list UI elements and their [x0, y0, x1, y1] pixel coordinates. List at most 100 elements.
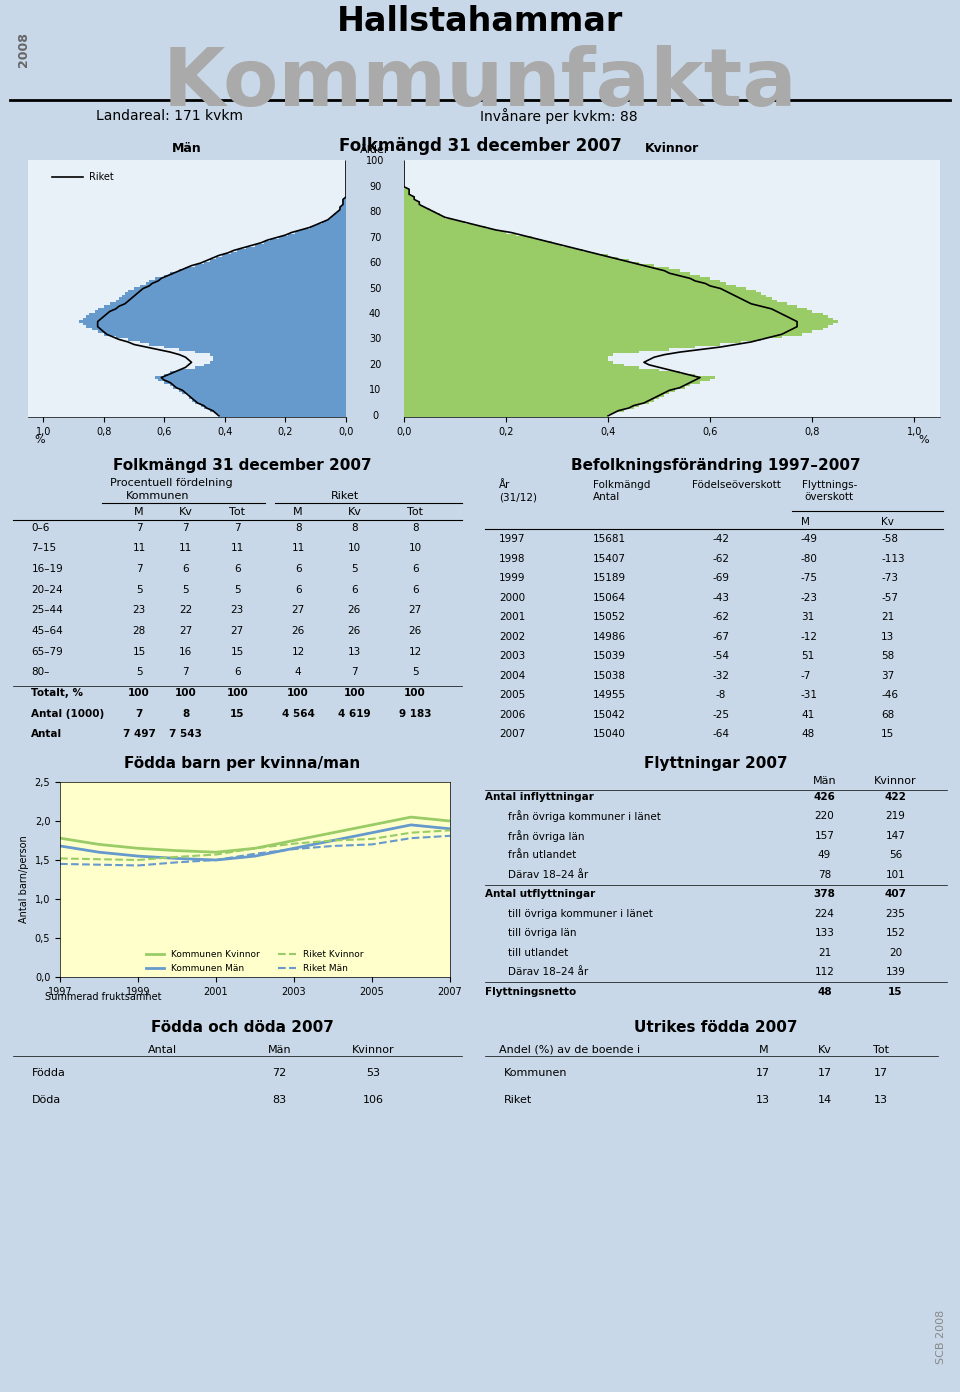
Text: 224: 224 — [815, 909, 834, 919]
Bar — [180, 348, 346, 351]
Bar — [404, 394, 664, 397]
Bar — [404, 200, 420, 203]
Bar — [404, 252, 593, 255]
Text: 16: 16 — [180, 647, 192, 657]
Riket Kvinnor — [171, 849, 182, 866]
Text: Antal: Antal — [32, 729, 62, 739]
Bar — [204, 262, 346, 264]
Kommunen Kvinnor — [327, 824, 339, 841]
Text: -7: -7 — [801, 671, 811, 681]
Bar — [264, 241, 346, 244]
Text: 65–79: 65–79 — [32, 647, 63, 657]
Text: 8: 8 — [295, 523, 301, 533]
Kommunen Kvinnor — [132, 839, 144, 856]
Text: Andel (%) av de boende i: Andel (%) av de boende i — [499, 1045, 640, 1055]
Bar — [404, 372, 680, 373]
Text: Antal: Antal — [149, 1045, 178, 1055]
Text: Kvinnor: Kvinnor — [874, 775, 917, 786]
Riket Män — [210, 852, 222, 869]
Text: 422: 422 — [884, 792, 906, 802]
Riket Kvinnor — [93, 851, 105, 867]
Bar — [316, 224, 346, 226]
Text: 2006: 2006 — [499, 710, 525, 720]
Text: 6: 6 — [182, 564, 189, 574]
Text: 15: 15 — [230, 709, 245, 718]
Bar — [404, 330, 812, 333]
Bar — [404, 193, 409, 196]
Bar — [340, 209, 346, 212]
Bar — [98, 330, 346, 333]
Text: 13: 13 — [348, 647, 361, 657]
Text: -8: -8 — [715, 690, 726, 700]
Text: Flyttnings-
överskott: Flyttnings- överskott — [802, 480, 857, 503]
Text: 7: 7 — [135, 564, 142, 574]
Text: 5: 5 — [182, 585, 189, 594]
Text: -57: -57 — [881, 593, 899, 603]
Text: 28: 28 — [132, 626, 146, 636]
Bar — [404, 406, 634, 409]
Text: 7: 7 — [351, 667, 358, 678]
Text: Tot: Tot — [229, 507, 246, 516]
Riket Män — [250, 845, 261, 862]
Bar — [404, 267, 669, 270]
Riket Män — [93, 856, 105, 873]
Bar — [327, 219, 346, 221]
Text: Totalt, %: Totalt, % — [32, 688, 84, 697]
Text: 11: 11 — [180, 543, 192, 554]
Bar — [404, 221, 466, 224]
Text: 45–64: 45–64 — [32, 626, 63, 636]
Riket Män — [132, 857, 144, 874]
Text: 17: 17 — [756, 1069, 770, 1079]
Bar — [204, 406, 346, 409]
Text: 15: 15 — [888, 987, 902, 997]
Text: Flyttningsnetto: Flyttningsnetto — [485, 987, 576, 997]
Text: 426: 426 — [814, 792, 835, 802]
Text: Riket: Riket — [504, 1094, 532, 1105]
Bar — [404, 209, 429, 212]
Text: 147: 147 — [885, 831, 905, 841]
Text: 20–24: 20–24 — [32, 585, 63, 594]
Text: 49: 49 — [818, 851, 831, 860]
Bar — [404, 213, 440, 216]
Text: Därav 18–24 år: Därav 18–24 år — [509, 967, 591, 977]
Text: 4 619: 4 619 — [338, 709, 371, 718]
Text: Födelseöverskott: Födelseöverskott — [692, 480, 781, 490]
Text: -42: -42 — [712, 535, 730, 544]
Bar — [237, 249, 346, 252]
Riket Män — [54, 856, 65, 873]
Bar — [180, 388, 346, 391]
Text: %: % — [919, 434, 929, 445]
Text: Tot: Tot — [407, 507, 423, 516]
Text: 27: 27 — [230, 626, 244, 636]
Bar — [295, 231, 346, 234]
Bar — [128, 290, 346, 292]
Bar — [271, 239, 346, 241]
Kommunen Kvinnor — [444, 813, 456, 830]
Bar — [180, 369, 346, 372]
Text: Kv: Kv — [818, 1045, 831, 1055]
Text: 15: 15 — [230, 647, 244, 657]
Bar — [404, 341, 741, 344]
Bar — [98, 308, 346, 310]
Text: 2000: 2000 — [499, 593, 525, 603]
Bar — [404, 241, 552, 244]
Kommunen Män — [93, 844, 105, 860]
Text: 2004: 2004 — [499, 671, 525, 681]
Text: 9 183: 9 183 — [399, 709, 431, 718]
Text: 152: 152 — [885, 928, 905, 938]
Text: 80: 80 — [369, 207, 381, 217]
Text: 13: 13 — [875, 1094, 888, 1105]
Text: från övriga kommuner i länet: från övriga kommuner i länet — [509, 810, 661, 823]
Kommunen Kvinnor — [171, 842, 182, 859]
Bar — [340, 206, 346, 209]
Text: 31: 31 — [801, 612, 814, 622]
Bar — [219, 415, 346, 418]
Bar — [404, 237, 532, 239]
Text: 133: 133 — [815, 928, 834, 938]
Text: 5: 5 — [412, 667, 419, 678]
Text: Män: Män — [813, 775, 836, 786]
Bar — [404, 231, 506, 234]
Bar — [404, 320, 838, 323]
Bar — [188, 397, 346, 400]
Text: 235: 235 — [885, 909, 905, 919]
